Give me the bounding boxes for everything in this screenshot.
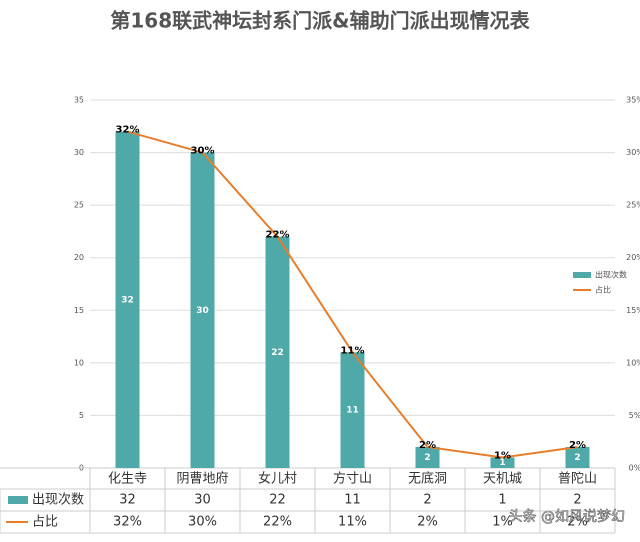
table-row-label: 占比 [32, 515, 58, 530]
table-cell: 2 [423, 493, 431, 508]
y2-tick-label: 0% [629, 464, 640, 473]
line-label: 22% [266, 230, 290, 241]
line-label: 2% [419, 440, 436, 451]
line [127, 130, 578, 459]
table-cell: 22 [269, 493, 286, 508]
y2-tick-label: 35% [626, 96, 640, 105]
bar [115, 131, 140, 469]
y2-tick-label: 15% [626, 306, 640, 315]
table-swatch [8, 496, 28, 504]
line-label: 32% [116, 125, 140, 136]
bar [265, 236, 290, 468]
x-tick-label: 化生寺 [108, 472, 147, 487]
x-tick-label: 女儿村 [258, 471, 297, 487]
x-tick-label: 普陀山 [558, 471, 597, 487]
bar-label: 2 [424, 453, 430, 463]
line-label: 11% [341, 345, 365, 356]
table-cell: 11 [344, 493, 361, 508]
table-cell: 1% [492, 515, 513, 530]
bar-label: 32 [121, 295, 134, 305]
y2-tick-label: 20% [626, 253, 640, 262]
table-row-label: 出现次数 [32, 492, 84, 508]
table-cell: 1 [498, 493, 506, 508]
y2-tick-label: 25% [626, 201, 640, 210]
x-tick-label: 阴曹地府 [176, 472, 228, 487]
x-tick-label: 方寸山 [333, 471, 372, 487]
y-tick-label: 10 [74, 358, 84, 367]
table-cell: 11% [338, 515, 367, 530]
line-label: 30% [191, 146, 215, 157]
y2-tick-label: 10% [626, 358, 640, 367]
bar [565, 446, 590, 468]
bar-label: 11 [346, 406, 359, 416]
bar-label: 30 [196, 306, 209, 316]
bar-label: 22 [271, 348, 284, 358]
legend-label: 出现次数 [595, 270, 627, 280]
table-cell: 2% [417, 515, 438, 530]
table-cell: 30 [194, 493, 211, 508]
table-cell: 32% [113, 515, 142, 530]
y-tick-label: 20 [74, 253, 84, 262]
bar [490, 457, 515, 468]
table-cell: 30% [188, 515, 217, 530]
y2-tick-label: 5% [629, 411, 640, 420]
y2-tick-label: 30% [626, 148, 640, 157]
line-label: 1% [494, 450, 511, 461]
table-cell: 22% [263, 515, 292, 530]
y-tick-label: 15 [74, 306, 84, 315]
y-tick-label: 35 [74, 96, 84, 105]
x-tick-label: 天机城 [483, 472, 522, 487]
table-cell: 32 [119, 493, 136, 508]
chart-title: 第168联武神坛封系门派&辅助门派出现情况表 [110, 9, 530, 33]
y-tick-label: 5 [79, 411, 84, 420]
table-cell: 2% [567, 515, 588, 530]
bar-label: 1 [499, 458, 505, 468]
y-tick-label: 25 [74, 201, 84, 210]
bar [190, 152, 215, 469]
legend-label: 占比 [595, 285, 611, 295]
legend-swatch [573, 272, 591, 278]
bar-label: 2 [574, 453, 580, 463]
table-cell: 2 [573, 493, 581, 508]
bar [415, 446, 440, 468]
bar [340, 352, 365, 468]
y-tick-label: 30 [74, 148, 84, 157]
line-label: 2% [569, 440, 586, 451]
watermark: 头条 @如风说梦幻 [509, 508, 625, 525]
x-tick-label: 无底洞 [408, 471, 447, 487]
